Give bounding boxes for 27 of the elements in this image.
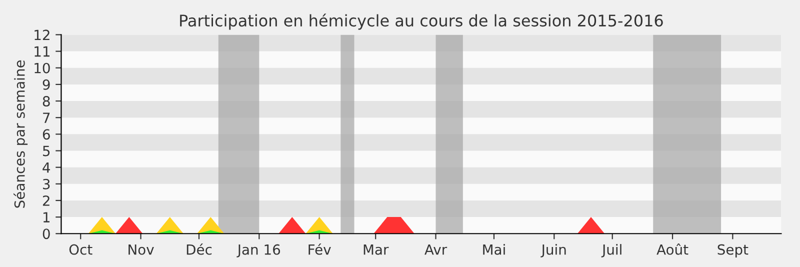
y-tick-label: 1 [43,212,50,222]
x-tick-label: Oct [69,244,92,255]
x-tick-label: Fév [308,243,331,255]
y-tick-label: 5 [43,146,50,156]
y-tick-label: 4 [42,162,50,173]
y-tick-label: 11 [34,46,50,57]
y-tick-label: 8 [42,96,50,106]
x-tick-label: Sept [718,244,748,258]
x-tick-label: Déc [186,243,212,255]
x-tick-label: Nov [128,244,154,255]
x-tick-label: Mai [483,244,505,255]
y-tick-label: 3 [43,178,50,190]
y-tick-label: 0 [42,228,50,240]
y-tick-label: 2 [42,195,50,206]
x-tick-label: Jan 16 [236,244,280,258]
y-tick-label: 12 [34,30,50,40]
x-tick-label: Août [656,243,688,255]
y-tick-label: 9 [42,79,50,90]
y-tick-label: 10 [34,62,50,74]
chart-title: Participation en hémicycle au cours de la session 2015-2016 [180,14,663,30]
y-axis-title: Séances par semaine [14,60,28,208]
x-tick-label: Avr [424,244,448,255]
x-tick-label: Juin [540,244,566,258]
x-tick-label: Mar [364,244,389,255]
y-tick-label: 7 [43,112,50,123]
x-tick-label: Juil [601,244,622,258]
y-tick-label: 6 [42,129,50,140]
